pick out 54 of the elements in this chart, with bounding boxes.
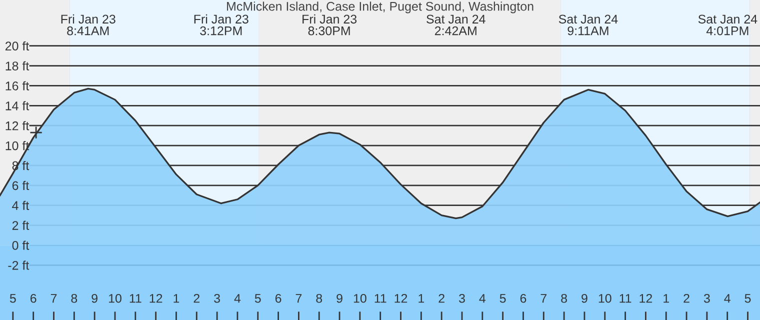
x-tick-label: 9: [92, 294, 98, 303]
x-tick-label: 6: [520, 294, 526, 303]
x-tick-label: 4: [479, 294, 486, 303]
x-tick-label: 10: [598, 294, 612, 303]
x-tick-label: 8: [71, 294, 78, 303]
x-tick-label: 7: [50, 294, 57, 303]
y-tick-label: 4 ft: [12, 200, 30, 210]
x-tick-label: 11: [374, 294, 386, 303]
x-tick-label: 12: [394, 294, 408, 303]
x-tick-label: 10: [108, 294, 122, 303]
x-tick-label: 8: [316, 294, 322, 303]
y-tick-label: 12 ft: [6, 121, 30, 130]
y-tick-label: -2 ft: [8, 260, 30, 270]
chart-title: McMicken Island, Case Inlet, Puget Sound, Washington: [227, 2, 534, 14]
x-tick-label: 5: [744, 294, 751, 303]
x-tick-label: 4: [724, 294, 730, 303]
x-tick-label: 9: [582, 294, 588, 303]
annotation: Sat Jan 24 2:42AM: [426, 14, 486, 36]
annotation: Fri Jan 23 8:30PM: [302, 14, 357, 36]
x-tick-label: 10: [354, 294, 366, 303]
y-tick-label: 0 ft: [12, 240, 30, 250]
x-tick-label: 5: [500, 294, 506, 303]
y-tick-label: 16 ft: [6, 81, 30, 90]
x-tick-label: 6: [30, 294, 36, 303]
x-tick-label: 4: [234, 294, 241, 303]
x-tick-label: 3: [458, 294, 465, 303]
x-tick-label: 1: [664, 294, 669, 303]
x-tick-label: 12: [640, 294, 652, 303]
y-tick-label: 20 ft: [5, 41, 30, 51]
y-tick-label: 2 ft: [12, 220, 30, 230]
x-tick-label: 7: [296, 294, 302, 303]
x-tick-label: 2: [438, 294, 444, 303]
annotation: Sat Jan 24 9:11AM: [558, 14, 618, 36]
x-tick-label: 5: [254, 294, 261, 303]
x-tick-label: 5: [10, 294, 16, 303]
x-tick-label: 3: [214, 294, 220, 303]
x-tick-label: 6: [275, 294, 282, 303]
y-tick-label: 14 ft: [6, 101, 30, 110]
x-tick-label: 7: [540, 294, 546, 303]
annotation: Fri Jan 23 8:41AM: [61, 14, 116, 36]
x-tick-label: 9: [336, 294, 342, 303]
x-tick-label: 12: [150, 294, 162, 303]
x-tick-label: 1: [174, 294, 180, 303]
x-tick-label: 11: [130, 294, 142, 303]
x-tick-label: 8: [561, 294, 567, 303]
y-tick-label: 6 ft: [12, 180, 30, 190]
x-tick-label: 1: [418, 294, 424, 303]
annotation: Sat Jan 24 4:01PM: [698, 14, 758, 36]
x-tick-label: 2: [684, 294, 690, 303]
x-tick-label: 3: [704, 294, 710, 303]
x-tick-label: 11: [620, 294, 632, 303]
y-tick-label: 18 ft: [6, 61, 30, 70]
annotation: Fri Jan 23 3:12PM: [194, 14, 248, 36]
x-tick-label: 2: [194, 294, 200, 303]
